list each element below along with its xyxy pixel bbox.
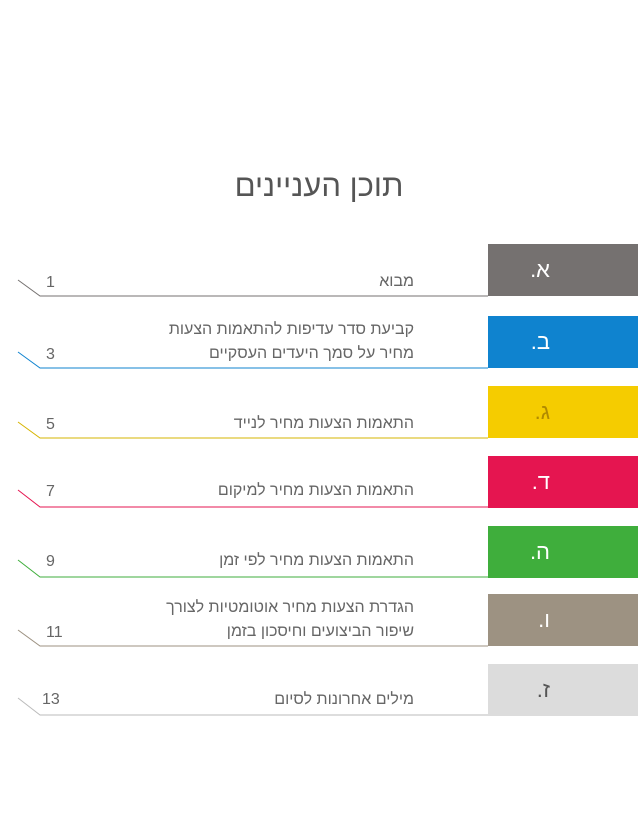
entry-underline	[17, 279, 488, 297]
toc-entry-title: התאמות הצעות מחיר למיקום	[217, 482, 414, 499]
toc-entry-title-line2: שיפור הביצועים וחיסכון בזמן	[226, 623, 414, 640]
toc-entry-final-words[interactable]: ז. מילים אחרונות לסיום 13	[0, 664, 638, 720]
entry-underline	[17, 697, 488, 716]
toc-entry-automated[interactable]: ו. הגדרת הצעות מחיר אוטומטיות לצורך שיפו…	[0, 594, 638, 650]
section-letter-badge: א.	[488, 244, 638, 296]
section-letter-badge: ז.	[488, 664, 638, 716]
section-letter-badge: ד.	[488, 456, 638, 508]
toc-entry-title-line1: קביעת סדר עדיפות להתאמות הצעות	[168, 321, 414, 338]
toc-entry-location[interactable]: ד. התאמות הצעות מחיר למיקום 7	[0, 456, 638, 512]
section-letter-badge: ג.	[488, 386, 638, 438]
toc-page-number: 3	[46, 346, 55, 363]
toc-page-number: 5	[46, 416, 55, 433]
toc-page-number: 1	[46, 274, 55, 291]
toc-entry-title: התאמות הצעות מחיר לנייד	[233, 415, 414, 432]
toc-entry-time[interactable]: ה. התאמות הצעות מחיר לפי זמן 9	[0, 526, 638, 582]
toc-page-number: 7	[46, 483, 55, 500]
toc-entry-title: מילים אחרונות לסיום	[274, 691, 414, 708]
entry-underline	[17, 351, 488, 369]
toc-entry-priorities[interactable]: ב. קביעת סדר עדיפות להתאמות הצעות מחיר ע…	[0, 316, 638, 372]
entry-underline	[17, 421, 488, 439]
toc-entry-intro[interactable]: א. מבוא 1	[0, 244, 638, 300]
toc-entry-title: מבוא	[379, 273, 414, 290]
toc-entry-mobile[interactable]: ג. התאמות הצעות מחיר לנייד 5	[0, 386, 638, 442]
toc-entry-title-line2: מחיר על סמך היעדים העסקיים	[208, 345, 414, 362]
entry-underline	[17, 559, 488, 578]
page-title: תוכן העניינים	[234, 168, 404, 203]
toc-entry-title-line1: הגדרת הצעות מחיר אוטומטיות לצורך	[166, 599, 414, 616]
toc-page-number: 9	[46, 553, 55, 570]
entry-underline	[17, 629, 488, 647]
section-letter-badge: ב.	[488, 316, 638, 368]
toc-page-number: 13	[42, 691, 60, 708]
section-letter-badge: ה.	[488, 526, 638, 578]
section-letter-badge: ו.	[488, 594, 638, 646]
toc-page-number: 11	[46, 624, 63, 641]
entry-underline	[17, 489, 488, 508]
toc-entry-title: התאמות הצעות מחיר לפי זמן	[219, 552, 414, 569]
